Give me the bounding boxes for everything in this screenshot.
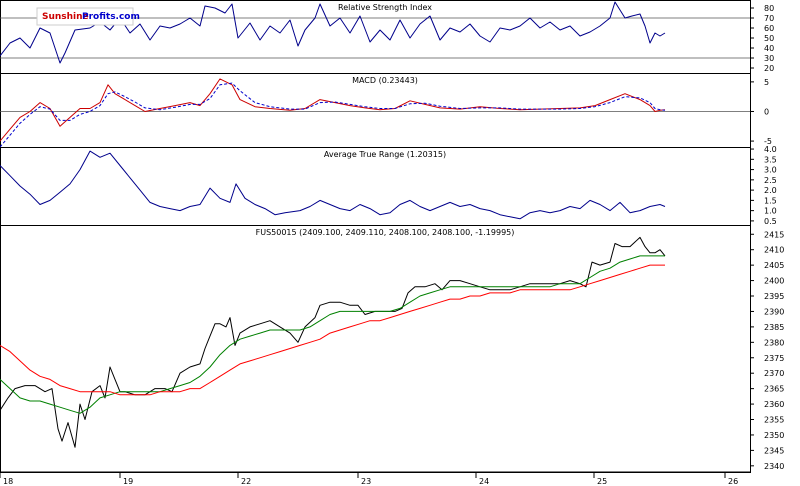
- logo-box: [36, 7, 134, 26]
- x-tick-label: 18: [3, 477, 13, 486]
- y-tick-label: 2350: [764, 431, 784, 440]
- series-line-0: [0, 150, 666, 220]
- y-tick-label: 2390: [764, 307, 784, 316]
- y-tick-label: 50: [764, 34, 774, 43]
- panel-2: 0.51.0 1.52.02.53.0 3.54.0 Average True Ran…: [0, 145, 777, 226]
- y-tick-label: 70: [764, 14, 774, 23]
- x-tick-label: 26: [728, 477, 738, 486]
- series-line-1: [0, 82, 666, 148]
- y-tick-label: 20: [764, 64, 774, 73]
- y-tick-label: 2395: [764, 292, 784, 301]
- y-tick-label: 1.0: [764, 207, 777, 216]
- panel-1: -5 0 5 MACD (0.23443): [0, 73, 772, 148]
- logo-sunshine: Sunshine: [42, 12, 89, 22]
- y-tick-label: 2365: [764, 385, 784, 394]
- y-tick-label: 2405: [764, 261, 784, 270]
- panel-title: Relative Strength Index: [338, 3, 432, 12]
- panel-title: MACD (0.23443): [352, 76, 418, 85]
- x-tick-label: 19: [123, 477, 133, 486]
- y-tick-label: 0.5: [764, 217, 777, 226]
- y-tick-label: 0: [764, 107, 769, 116]
- y-tick-label: 3.0: [764, 166, 777, 175]
- y-tick-label: 5: [764, 78, 769, 87]
- y-tick-label: 2345: [764, 446, 784, 455]
- panel-title: Average True Range (1.20315): [324, 150, 446, 159]
- y-tick-label: 2380: [764, 338, 784, 347]
- y-tick-label: 2385: [764, 323, 784, 332]
- y-tick-label: 2340: [764, 462, 784, 471]
- y-tick-label: 2375: [764, 354, 784, 363]
- y-tick-label: 2400: [764, 277, 784, 286]
- x-tick-label: 24: [479, 477, 489, 486]
- y-tick-label: -5: [764, 137, 772, 146]
- y-tick-label: 2360: [764, 400, 784, 409]
- y-tick-label: 4.0: [764, 145, 777, 154]
- x-tick-label: 23: [361, 477, 371, 486]
- series-line-ma-short: [0, 255, 665, 414]
- y-tick-label: 60: [764, 24, 774, 33]
- series-line-ma-long: [0, 264, 665, 396]
- logo: Sunshine Profits.com: [36, 7, 140, 26]
- y-tick-label: 2370: [764, 369, 784, 378]
- y-tick-label: 80: [764, 4, 774, 13]
- y-tick-label: 3.5: [764, 155, 777, 164]
- y-tick-label: 2410: [764, 246, 784, 255]
- logo-profits: Profits.com: [82, 12, 140, 22]
- x-tick-label: 22: [241, 477, 251, 486]
- x-tick-label: 25: [597, 477, 607, 486]
- y-tick-label: 1.5: [764, 196, 777, 205]
- panel-3: 2340 2345 2350 2355 2360 2365 2370 2375 2380 2385…: [0, 225, 784, 486]
- y-tick-label: 2.0: [764, 186, 777, 195]
- panel-frame: [0, 225, 751, 473]
- y-tick-label: 40: [764, 44, 774, 53]
- panel-title: FUS50015 (2409.100, 2409.110, 2408.100, …: [256, 228, 515, 237]
- y-tick-label: 2355: [764, 416, 784, 425]
- series-line-0: [0, 78, 666, 142]
- y-tick-label: 2415: [764, 230, 784, 239]
- y-tick-label: 30: [764, 54, 774, 63]
- panel-frame: [0, 147, 751, 226]
- y-tick-label: 2.5: [764, 176, 777, 185]
- series-line-price: [0, 236, 666, 448]
